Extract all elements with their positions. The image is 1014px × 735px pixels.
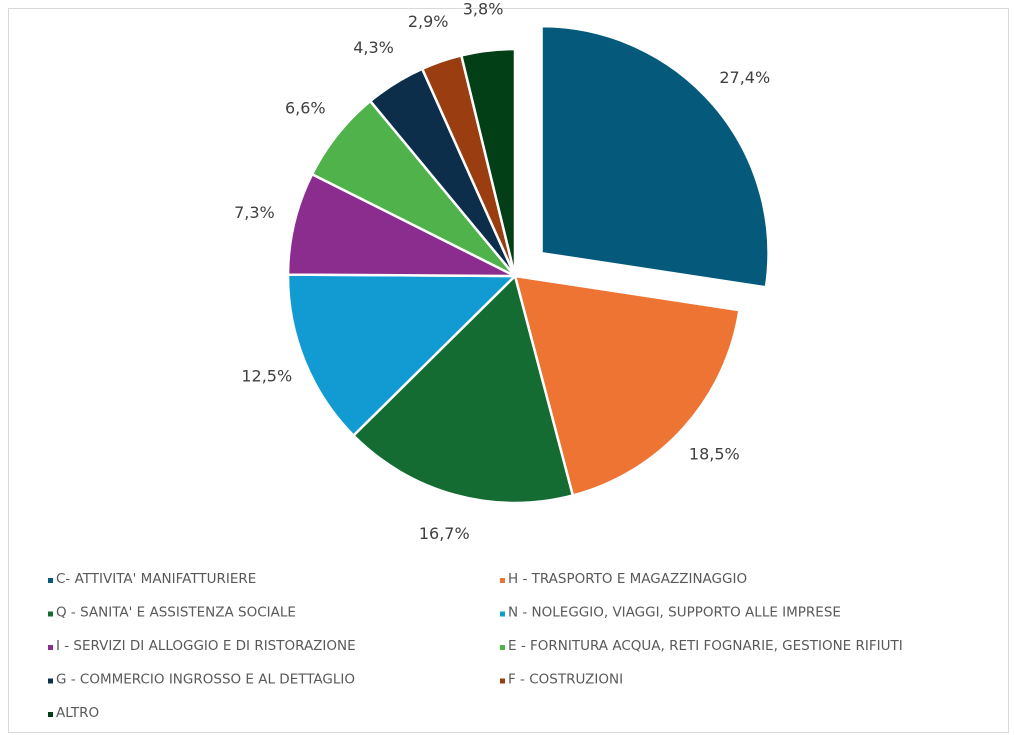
legend-label: N - NOLEGGIO, VIAGGI, SUPPORTO ALLE IMPR…: [508, 605, 841, 621]
legend-label: E - FORNITURA ACQUA, RETI FOGNARIE, GEST…: [508, 638, 903, 654]
data-label: 27,4%: [719, 68, 770, 87]
pie-slice: [460, 47, 517, 278]
legend-label: Q - SANITA' E ASSISTENZA SOCIALE: [56, 605, 296, 621]
pie-slice: [286, 273, 517, 437]
legend-swatch: [48, 678, 53, 684]
pie-slice: [513, 274, 741, 497]
legend-swatch: [48, 578, 53, 583]
data-label: 2,9%: [408, 12, 449, 31]
legend-label: C- ATTIVITA' MANIFATTURIERE: [56, 571, 256, 587]
legend-swatch: [48, 645, 53, 650]
legend-swatch: [500, 645, 505, 650]
legend-label: G - COMMERCIO INGROSSO E AL DETTAGLIO: [56, 672, 355, 688]
pie-slice: [540, 24, 770, 289]
legend-label: H - TRASPORTO E MAGAZZINAGGIO: [508, 571, 747, 587]
data-label: 16,7%: [419, 524, 470, 543]
data-label: 7,3%: [234, 203, 275, 222]
legend-swatch: [48, 611, 53, 617]
data-label: 18,5%: [689, 445, 740, 464]
legend-label: I - SERVIZI DI ALLOGGIO E DI RISTORAZION…: [56, 638, 356, 654]
legend-label: ALTRO: [56, 705, 99, 721]
pie-slice: [352, 274, 575, 505]
pie-slice: [286, 172, 517, 278]
data-label: 12,5%: [241, 367, 292, 386]
data-label: 3,8%: [463, 0, 504, 18]
legend-swatch: [48, 712, 53, 717]
data-label: 6,6%: [285, 99, 326, 118]
legend-label: F - COSTRUZIONI: [508, 672, 623, 688]
legend-swatch: [500, 578, 505, 583]
data-label: 4,3%: [353, 38, 394, 57]
legend-swatch: [500, 678, 505, 684]
legend-swatch: [500, 611, 505, 617]
